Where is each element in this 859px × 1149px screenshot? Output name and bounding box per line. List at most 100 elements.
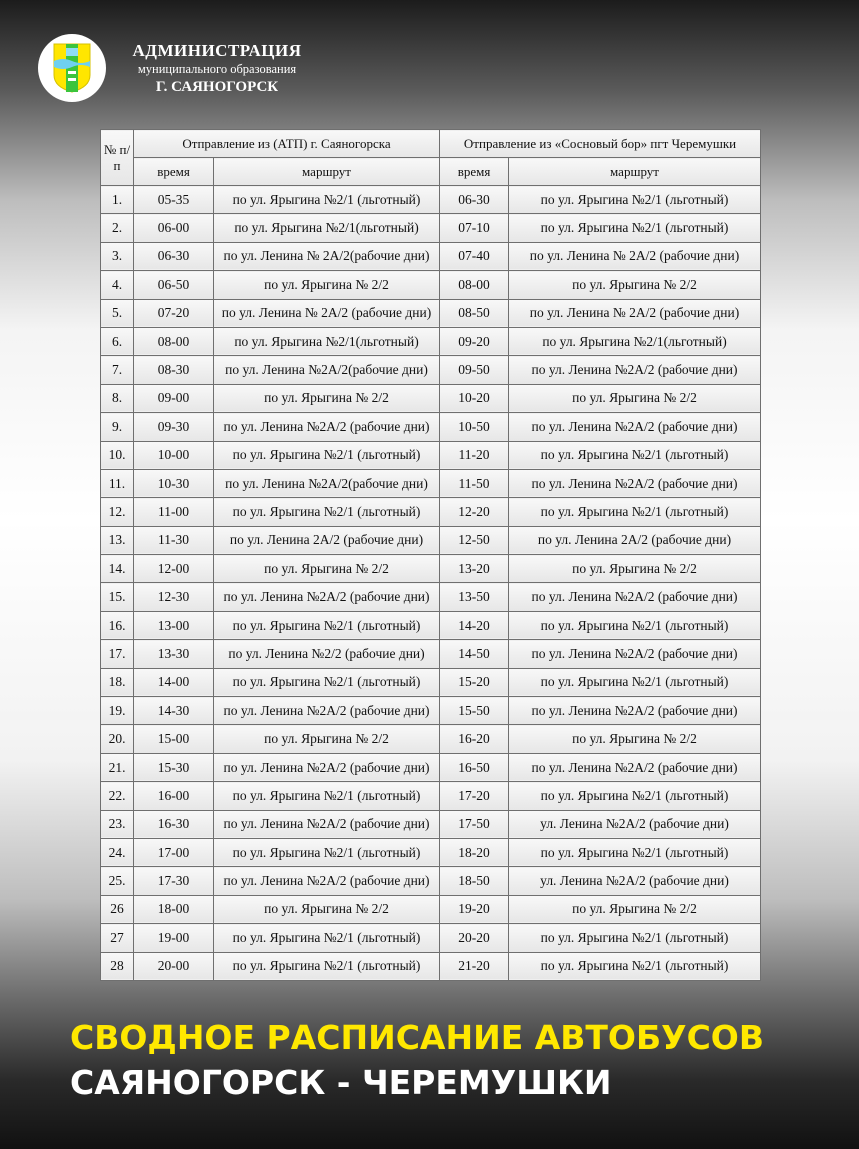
row-number: 1. — [100, 184, 134, 215]
route-cheremushki: по ул. Ленина №2А/2 (рабочие дни) — [508, 752, 762, 783]
time-header: время — [439, 157, 510, 186]
row-number: 13. — [100, 525, 134, 556]
route-sayanogorsk: по ул. Ленина №2А/2 (рабочие дни) — [212, 696, 441, 726]
route-header: маршрут — [508, 157, 762, 186]
row-number: 7. — [100, 355, 134, 385]
route-cheremushki: по ул. Ленина №2А/2 (рабочие дни) — [508, 582, 762, 612]
departure-time-sayanogorsk: 06-00 — [133, 213, 214, 243]
route-sayanogorsk: по ул. Ярыгина №2/1 (льготный) — [212, 184, 441, 215]
route-cheremushki: по ул. Ленина №2А/2 (рабочие дни) — [508, 412, 762, 442]
departure-time-sayanogorsk: 06-50 — [133, 270, 214, 300]
departure-time-sayanogorsk: 10-00 — [133, 440, 214, 470]
departure-time-sayanogorsk: 06-30 — [133, 241, 214, 272]
row-number: 10. — [100, 440, 134, 470]
route-sayanogorsk: по ул. Ярыгина №2/1 (льготный) — [212, 781, 441, 811]
departure-time-sayanogorsk: 12-30 — [133, 582, 214, 612]
row-number: 24. — [100, 837, 134, 868]
departure-time-sayanogorsk: 14-30 — [133, 696, 214, 726]
departure-time-sayanogorsk: 11-30 — [133, 525, 214, 556]
table-row: 18. 14-00 по ул. Ярыгина №2/1 (льготный) 15… — [100, 667, 762, 698]
route-sayanogorsk: по ул. Ярыгина № 2/2 — [212, 724, 441, 754]
table-row: 22. 16-00 по ул. Ярыгина №2/1 (льготный) 17… — [100, 781, 762, 811]
group-header-sayanogorsk: Отправление из (АТП) г. Саяногорска — [132, 129, 441, 158]
route-cheremushki: по ул. Ярыгина №2/1 (льготный) — [508, 837, 762, 868]
route-sayanogorsk: по ул. Ярыгина № 2/2 — [212, 270, 441, 300]
table-row: 9. 09-30 по ул. Ленина №2А/2 (рабочие дни)… — [100, 412, 762, 442]
schedule-table: № п/п Отправление из (АТП) г. Саяногорск… — [100, 129, 762, 981]
row-number: 2. — [100, 213, 134, 243]
route-sayanogorsk: по ул. Ярыгина №2/1(льготный) — [212, 326, 441, 357]
route-sayanogorsk: по ул. Ленина №2А/2 (рабочие дни) — [212, 809, 441, 839]
table-row: 16. 13-00 по ул. Ярыгина №2/1 (льготный) 14… — [100, 610, 762, 641]
route-sayanogorsk: по ул. Ярыгина №2/1 (льготный) — [212, 667, 441, 698]
departure-time-sayanogorsk: 19-00 — [133, 923, 214, 953]
table-row: 12. 11-00 по ул. Ярыгина №2/1 (льготный) 12… — [100, 497, 762, 527]
route-header: маршрут — [212, 157, 441, 186]
departure-time-sayanogorsk: 10-30 — [133, 468, 214, 499]
admin-title: АДМИНИСТРАЦИЯ — [132, 41, 302, 60]
poster-title: СВОДНОЕ РАСПИСАНИЕ АВТОБУСОВ — [70, 1018, 764, 1057]
route-cheremushki: по ул. Ярыгина № 2/2 — [508, 894, 762, 925]
route-sayanogorsk: по ул. Ярыгина №2/1 (льготный) — [212, 497, 441, 527]
departure-time-sayanogorsk: 08-30 — [133, 355, 214, 385]
route-sayanogorsk: по ул. Ленина 2А/2 (рабочие дни) — [212, 525, 441, 556]
departure-time-sayanogorsk: 18-00 — [133, 894, 214, 925]
route-cheremushki: по ул. Ярыгина №2/1 (льготный) — [508, 497, 762, 527]
row-number: 19. — [100, 696, 134, 726]
row-number: 26 — [100, 894, 134, 925]
departure-time-sayanogorsk: 13-00 — [133, 610, 214, 641]
route-sayanogorsk: по ул. Ярыгина №2/1 (льготный) — [212, 923, 441, 953]
route-sayanogorsk: по ул. Ленина №2А/2 (рабочие дни) — [212, 866, 441, 896]
route-cheremushki: по ул. Ярыгина №2/1 (льготный) — [508, 184, 762, 215]
route-cheremushki: по ул. Ярыгина №2/1 (льготный) — [508, 440, 762, 470]
row-number: 12. — [100, 497, 134, 527]
departure-time-cheremushki: 15-50 — [439, 696, 510, 726]
row-number: 11. — [100, 468, 134, 499]
departure-time-sayanogorsk: 09-30 — [133, 412, 214, 442]
departure-time-cheremushki: 16-20 — [439, 724, 510, 754]
route-cheremushki: по ул. Ярыгина № 2/2 — [508, 383, 762, 414]
route-cheremushki: по ул. Ленина № 2А/2 (рабочие дни) — [508, 298, 762, 328]
route-sayanogorsk: по ул. Ярыгина №2/1 (льготный) — [212, 610, 441, 641]
route-sayanogorsk: по ул. Ленина №2А/2 (рабочие дни) — [212, 582, 441, 612]
departure-time-sayanogorsk: 16-30 — [133, 809, 214, 839]
row-number: 21. — [100, 752, 134, 783]
table-row: 15. 12-30 по ул. Ленина №2А/2 (рабочие дни… — [100, 582, 762, 612]
table-row: 5. 07-20 по ул. Ленина № 2А/2 (рабочие дни… — [100, 298, 762, 328]
col-number-header: № п/п — [100, 129, 134, 186]
time-header: время — [133, 157, 214, 186]
row-number: 18. — [100, 667, 134, 698]
route-sayanogorsk: по ул. Ярыгина № 2/2 — [212, 894, 441, 925]
departure-time-cheremushki: 13-20 — [439, 554, 510, 584]
route-sayanogorsk: по ул. Ленина №2А/2(рабочие дни) — [212, 355, 441, 385]
row-number: 3. — [100, 241, 134, 272]
departure-time-sayanogorsk: 13-30 — [133, 639, 214, 669]
route-sayanogorsk: по ул. Ленина №2А/2 (рабочие дни) — [212, 412, 441, 442]
route-sayanogorsk: по ул. Ленина № 2А/2(рабочие дни) — [212, 241, 441, 272]
table-row: 26 18-00 по ул. Ярыгина № 2/2 19-20 по ул. Я… — [100, 894, 762, 925]
table-row: 6. 08-00 по ул. Ярыгина №2/1(льготный) 09-2… — [100, 326, 762, 357]
departure-time-cheremushki: 13-50 — [439, 582, 510, 612]
departure-time-cheremushki: 20-20 — [439, 923, 510, 953]
table-row: 20. 15-00 по ул. Ярыгина № 2/2 16-20 по ул. … — [100, 724, 762, 754]
route-cheremushki: по ул. Ярыгина № 2/2 — [508, 270, 762, 300]
departure-time-sayanogorsk: 11-00 — [133, 497, 214, 527]
table-row: 27 19-00 по ул. Ярыгина №2/1 (льготный) 20-… — [100, 923, 762, 953]
table-row: 19. 14-30 по ул. Ленина №2А/2 (рабочие дни… — [100, 696, 762, 726]
departure-time-cheremushki: 14-20 — [439, 610, 510, 641]
departure-time-cheremushki: 11-20 — [439, 440, 510, 470]
departure-time-cheremushki: 19-20 — [439, 894, 510, 925]
departure-time-cheremushki: 21-20 — [439, 951, 510, 981]
route-cheremushki: по ул. Ярыгина №2/1 (льготный) — [508, 610, 762, 641]
row-number: 28 — [100, 951, 134, 981]
table-row: 1. 05-35 по ул. Ярыгина №2/1 (льготный) 06-… — [100, 184, 762, 215]
route-cheremushki: по ул. Ленина №2А/2 (рабочие дни) — [508, 696, 762, 726]
departure-time-cheremushki: 07-10 — [439, 213, 510, 243]
departure-time-cheremushki: 14-50 — [439, 639, 510, 669]
departure-time-sayanogorsk: 16-00 — [133, 781, 214, 811]
departure-time-sayanogorsk: 15-00 — [133, 724, 214, 754]
row-number: 25. — [100, 866, 134, 896]
departure-time-cheremushki: 08-50 — [439, 298, 510, 328]
table-row: 7. 08-30 по ул. Ленина №2А/2(рабочие дни) 0… — [100, 355, 762, 385]
row-number: 4. — [100, 270, 134, 300]
